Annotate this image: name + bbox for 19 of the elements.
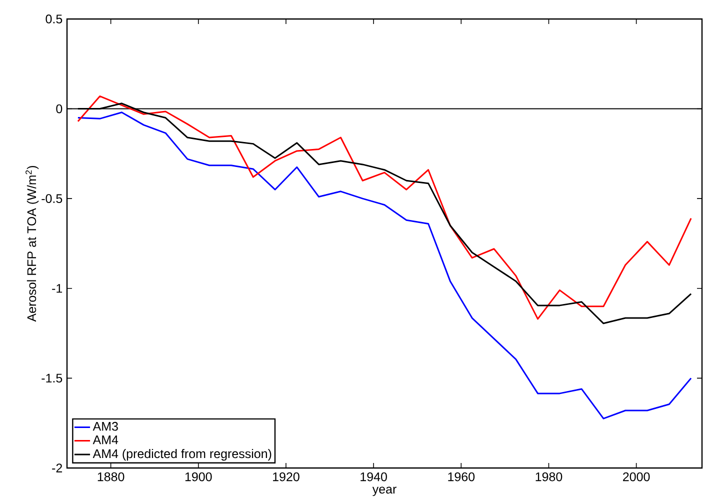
legend-label: AM3 xyxy=(92,422,118,431)
y-tick-label: -0.5 xyxy=(42,194,62,204)
x-tick-label: 1900 xyxy=(185,472,212,482)
x-axis-title: year xyxy=(372,486,396,496)
y-axis-title: Aerosol RFP at TOA (W/m$^{2}$) xyxy=(26,166,39,322)
y-tick-label: -1.5 xyxy=(42,374,62,383)
y-tick-label: 0.5 xyxy=(46,14,62,24)
x-tick-label: 1940 xyxy=(360,472,387,482)
x-tick-label: 1980 xyxy=(536,472,562,482)
y-tick-label: -1 xyxy=(52,284,62,293)
y-tick-label: 0 xyxy=(56,104,62,114)
line-series xyxy=(77,112,692,420)
y-tick-label: -2 xyxy=(52,464,62,472)
x-tick-label: 1880 xyxy=(98,472,124,482)
x-tick-label: 1960 xyxy=(448,472,475,482)
x-tick-label: 1920 xyxy=(273,472,300,482)
legend-label: AM4 (predicted from regression) xyxy=(92,448,272,461)
x-tick-label: 2000 xyxy=(623,472,650,482)
legend-label: AM4 xyxy=(92,436,118,444)
